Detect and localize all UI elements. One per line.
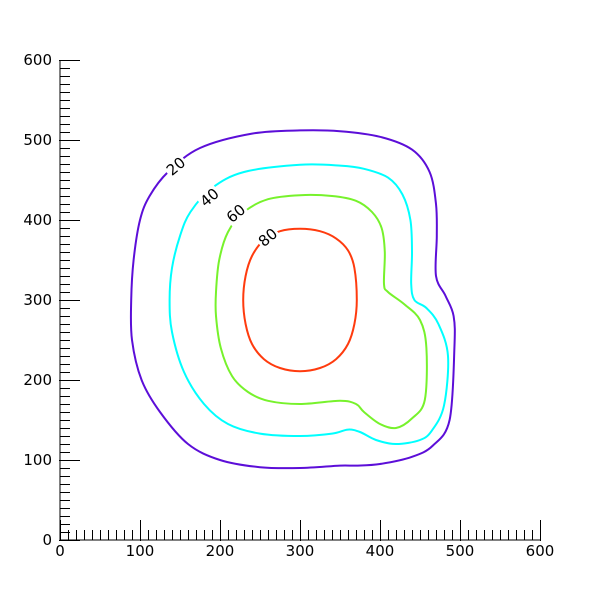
y-tick-label: 200 bbox=[23, 371, 52, 389]
x-tick-label: 500 bbox=[446, 542, 475, 560]
contour-label-background-20 bbox=[162, 153, 190, 180]
contour-label-background-80 bbox=[254, 224, 282, 251]
y-tick-label: 0 bbox=[42, 531, 52, 549]
contour-label-background-40 bbox=[196, 184, 224, 211]
x-tick-label: 200 bbox=[206, 542, 235, 560]
contour-lines bbox=[129, 129, 456, 470]
contour-line-20 bbox=[129, 129, 456, 470]
y-axis-ticks bbox=[59, 60, 80, 541]
y-tick-label: 500 bbox=[23, 131, 52, 149]
x-tick-label: 400 bbox=[366, 542, 395, 560]
contour-label-40: 40 bbox=[197, 185, 223, 211]
contour-line-40 bbox=[168, 163, 450, 445]
x-tick-label: 600 bbox=[526, 542, 555, 560]
y-tick-label: 400 bbox=[23, 211, 52, 229]
x-axis-ticks bbox=[60, 520, 541, 541]
contour-line-80 bbox=[242, 227, 358, 373]
contour-line-60 bbox=[214, 193, 428, 430]
axes: 0 100 200 300 400 500 600 0 100 200 300 400 500 600 bbox=[23, 51, 554, 560]
y-axis-tick-labels: 0 100 200 300 400 500 600 bbox=[23, 51, 52, 549]
x-tick-label: 300 bbox=[286, 542, 315, 560]
contour-label-60: 60 bbox=[223, 201, 249, 227]
x-tick-label: 0 bbox=[55, 542, 65, 560]
y-tick-label: 100 bbox=[23, 451, 52, 469]
y-tick-label: 600 bbox=[23, 51, 52, 69]
contour-label-background-60 bbox=[222, 200, 250, 227]
x-tick-label: 100 bbox=[126, 542, 155, 560]
x-axis-tick-labels: 0 100 200 300 400 500 600 bbox=[55, 542, 554, 560]
y-tick-label: 300 bbox=[23, 291, 52, 309]
